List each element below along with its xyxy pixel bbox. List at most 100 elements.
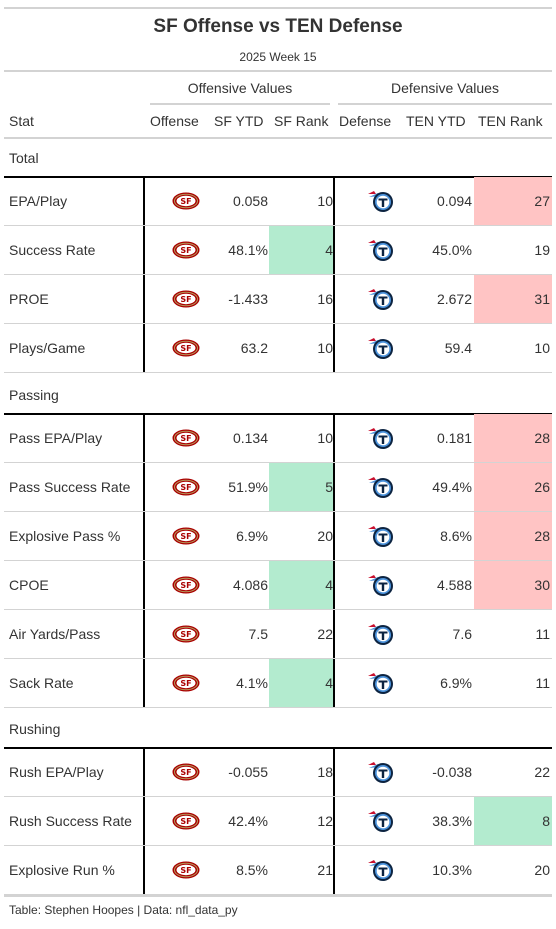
stat-label: CPOE: [9, 577, 49, 593]
row-separator: [4, 274, 552, 275]
sf-49ers-logo-icon: SF: [171, 428, 201, 453]
sf-rank-value: 18: [317, 764, 333, 780]
ten-rank-highlight: [474, 177, 552, 226]
titans-logo-icon: [366, 670, 396, 701]
svg-text:SF: SF: [180, 768, 191, 777]
svg-text:SF: SF: [180, 817, 191, 826]
row-separator: [4, 560, 552, 561]
sf-49ers-logo-icon: SF: [171, 289, 201, 314]
ten-rank-highlight: [474, 275, 552, 324]
titans-logo-icon: [366, 621, 396, 652]
sf-ytd-value: 4.086: [232, 577, 268, 593]
row-separator: [4, 511, 552, 512]
defense-column-divider: [333, 748, 335, 894]
spanner-defensive-values: Defensive Values: [391, 80, 499, 96]
svg-text:SF: SF: [180, 581, 191, 590]
ten-rank-value: 26: [534, 479, 550, 495]
row-group-bottom-rule: [4, 894, 552, 895]
ten-rank-highlight: [474, 561, 552, 610]
ten-rank-value: 19: [534, 242, 550, 258]
sf-ytd-value: 7.5: [248, 626, 268, 642]
svg-text:SF: SF: [180, 246, 191, 255]
row-group-top-rule: [4, 176, 552, 178]
titans-logo-icon: [366, 572, 396, 603]
svg-text:SF: SF: [180, 344, 191, 353]
ten-ytd-value: 0.094: [436, 193, 472, 209]
stat-label: EPA/Play: [9, 193, 68, 209]
ten-ytd-value: 49.4%: [432, 479, 472, 495]
sf-rank-value: 4: [325, 242, 333, 258]
ten-rank-value: 11: [535, 675, 550, 691]
column-header-offense: Offense: [150, 113, 199, 129]
sf-rank-value: 5: [325, 479, 333, 495]
ten-ytd-value: 6.9%: [440, 675, 472, 691]
ten-ytd-value: 0.181: [436, 430, 472, 446]
row-group-bottom-rule: [4, 707, 552, 708]
column-header-sf-ytd: SF YTD: [214, 113, 264, 129]
column-header-ten-ytd: TEN YTD: [406, 113, 466, 129]
sf-rank-highlight: [269, 463, 333, 512]
sf-rank-value: 20: [317, 528, 333, 544]
row-separator: [4, 845, 552, 846]
stat-label: Sack Rate: [9, 675, 74, 691]
ten-rank-highlight: [474, 512, 552, 561]
sf-rank-highlight: [269, 561, 333, 610]
svg-text:SF: SF: [180, 866, 191, 875]
titans-logo-icon: [366, 523, 396, 554]
titans-logo-icon: [366, 857, 396, 888]
ten-rank-highlight: [474, 463, 552, 512]
row-group-bottom-rule: [4, 372, 552, 373]
ten-ytd-value: 38.3%: [432, 813, 472, 829]
sf-rank-value: 10: [317, 193, 333, 209]
ten-ytd-value: 45.0%: [432, 242, 472, 258]
ten-ytd-value: 10.3%: [432, 862, 472, 878]
spanner-defensive-line: [338, 103, 552, 105]
sf-rank-value: 4: [325, 675, 333, 691]
sf-49ers-logo-icon: SF: [171, 477, 201, 502]
row-group-label: Rushing: [9, 721, 61, 737]
sf-49ers-logo-icon: SF: [171, 191, 201, 216]
stat-label: Success Rate: [9, 242, 96, 258]
sf-49ers-logo-icon: SF: [171, 811, 201, 836]
ten-rank-value: 20: [534, 862, 550, 878]
titans-logo-icon: [366, 188, 396, 219]
stat-label: Pass EPA/Play: [9, 430, 103, 446]
sf-rank-value: 16: [317, 291, 333, 307]
table-title: SF Offense vs TEN Defense: [153, 16, 403, 37]
ten-rank-value: 28: [534, 430, 550, 446]
sf-rank-value: 12: [317, 813, 333, 829]
sf-ytd-value: -1.433: [228, 291, 268, 307]
ten-ytd-value: 2.672: [436, 291, 472, 307]
svg-text:SF: SF: [180, 532, 191, 541]
sf-49ers-logo-icon: SF: [171, 624, 201, 649]
sf-rank-value: 10: [317, 340, 333, 356]
sf-ytd-value: 48.1%: [228, 242, 268, 258]
column-header-defense: Defense: [339, 113, 392, 129]
table-subtitle: 2025 Week 15: [239, 50, 317, 64]
row-separator: [4, 225, 552, 226]
sf-ytd-value: 0.134: [232, 430, 268, 446]
svg-text:SF: SF: [180, 197, 191, 206]
sf-ytd-value: 63.2: [240, 340, 268, 356]
titans-logo-icon: [366, 286, 396, 317]
stat-label: Plays/Game: [9, 340, 86, 356]
ten-ytd-value: 8.6%: [440, 528, 472, 544]
heading-divider: [4, 70, 552, 72]
stat-label: Rush Success Rate: [9, 813, 132, 829]
ten-ytd-value: -0.038: [432, 764, 472, 780]
svg-text:SF: SF: [180, 630, 191, 639]
stat-label: PROE: [9, 291, 49, 307]
spanner-offensive-line: [150, 103, 330, 105]
ten-rank-highlight: [474, 797, 552, 846]
ten-rank-value: 22: [534, 764, 550, 780]
ten-rank-highlight: [474, 414, 552, 463]
sf-ytd-value: 4.1%: [236, 675, 268, 691]
stat-label: Pass Success Rate: [9, 479, 131, 495]
stat-label: Air Yards/Pass: [9, 626, 101, 642]
row-group-top-rule: [4, 413, 552, 415]
sf-49ers-logo-icon: SF: [171, 860, 201, 885]
titans-logo-icon: [366, 335, 396, 366]
sf-rank-value: 4: [325, 577, 333, 593]
sf-49ers-logo-icon: SF: [171, 762, 201, 787]
stat-label: Rush EPA/Play: [9, 764, 104, 780]
